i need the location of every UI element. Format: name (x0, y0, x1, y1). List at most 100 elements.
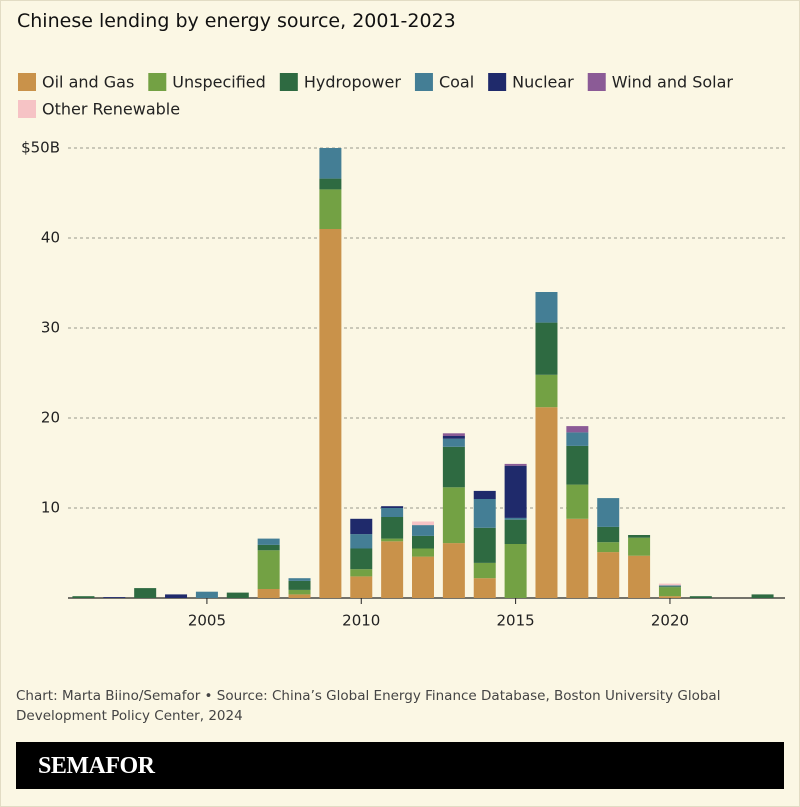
bar-segment (381, 538, 404, 542)
bar-segment (103, 597, 126, 598)
y-tick-label: $50B (21, 139, 60, 157)
chart-title: Chinese lending by energy source, 2001-2… (17, 10, 456, 32)
y-tick-label: 30 (41, 319, 60, 337)
bar-segment (442, 436, 465, 439)
bar-segment (504, 465, 527, 518)
bar-segment (442, 438, 465, 447)
bar-segment (412, 521, 434, 526)
bar-segment (658, 585, 681, 587)
bar-segment (226, 592, 249, 598)
bar-segment (288, 580, 311, 590)
bar-segment (350, 576, 373, 598)
bar-segment (689, 596, 712, 598)
bar-segment (504, 463, 527, 466)
y-tick-label: 10 (41, 499, 60, 517)
legend-swatch (18, 73, 36, 91)
bar-segment (628, 535, 651, 538)
bar-segment (257, 544, 280, 551)
y-tick-label: 40 (41, 229, 60, 247)
x-tick-label: 2005 (188, 612, 226, 630)
bar-segment (134, 588, 157, 598)
bar-segment (597, 526, 620, 543)
bar-segment (535, 292, 558, 323)
source-note: Chart: Marta Biino/Semafor • Source: Chi… (16, 688, 721, 724)
bar-segment (628, 555, 651, 598)
bar-segment (442, 433, 465, 436)
bar-segment (257, 550, 280, 589)
bar-segment (319, 148, 342, 179)
bar-segment (412, 535, 434, 549)
bar-segment (319, 178, 342, 190)
legend-label: Oil and Gas (42, 73, 134, 92)
bar-segment (412, 548, 434, 557)
legend-swatch (18, 100, 36, 118)
bar-segment (257, 538, 280, 545)
bar-segment (566, 432, 589, 446)
x-tick-label: 2020 (651, 612, 689, 630)
bar-segment (257, 589, 280, 598)
bar-segment (473, 490, 496, 499)
bar-segment (535, 322, 558, 375)
bar-segment (381, 517, 404, 539)
bar-segment (350, 534, 373, 549)
bar-segment (597, 552, 620, 598)
bar-segment (195, 591, 218, 598)
bar-segment (350, 518, 373, 535)
bar-segment (381, 506, 404, 508)
bar-segment (658, 587, 681, 597)
legend-swatch (488, 73, 507, 91)
bar-segment (566, 518, 589, 598)
bar-segment (473, 578, 496, 598)
bar-segment (165, 594, 188, 598)
bar-segment (535, 407, 558, 598)
bar-segment (473, 562, 496, 579)
bar-segment (535, 374, 558, 408)
x-tick-label: 2010 (342, 612, 380, 630)
bar-segment (473, 499, 496, 528)
bar-segment (566, 484, 589, 519)
bar-segment (350, 569, 373, 577)
bar-segment (597, 498, 620, 527)
x-tick-label: 2015 (497, 612, 535, 630)
bar-segment (658, 583, 681, 586)
bar-segment (412, 525, 434, 536)
bar-segment (658, 596, 681, 598)
bar-segment (628, 537, 651, 556)
bar-segment (597, 542, 620, 553)
bar-segment (658, 586, 681, 588)
bar-segment (72, 596, 95, 598)
bar-segment (288, 578, 311, 581)
bar-segment (442, 446, 465, 488)
legend-label: Coal (439, 73, 474, 92)
legend-label: Nuclear (512, 73, 574, 92)
legend-swatch (148, 73, 167, 91)
bar-segment (504, 544, 527, 598)
brand-logo: SEMAFOR (38, 753, 155, 779)
brand-banner: SEMAFOR (16, 742, 784, 789)
bar-segment (566, 426, 589, 433)
chart: Oil and Gas Unspecified Hydropower Coal Nucl… (18, 73, 785, 630)
bar-segment (319, 229, 342, 598)
bar-segment (504, 517, 527, 520)
legend-label: Hydropower (304, 73, 402, 92)
bar-segment (442, 487, 465, 544)
legend-swatch (279, 73, 298, 91)
legend-swatch (587, 73, 606, 91)
bar-segment (473, 527, 496, 563)
legend-swatch (414, 73, 433, 91)
bar-segment (504, 519, 527, 544)
bar-segment (319, 189, 342, 229)
bar-segment (381, 508, 404, 517)
bar-segment (442, 543, 465, 598)
bar-segment (566, 445, 589, 485)
bar-segment (288, 594, 311, 598)
legend-label: Unspecified (172, 73, 266, 92)
bar-segment (350, 548, 373, 570)
y-tick-label: 20 (41, 409, 60, 427)
legend-label: Wind and Solar (612, 73, 734, 92)
legend-label: Other Renewable (42, 100, 180, 119)
bar-segment (288, 589, 311, 595)
bar-segment (751, 594, 774, 598)
bar-segment (381, 541, 404, 598)
